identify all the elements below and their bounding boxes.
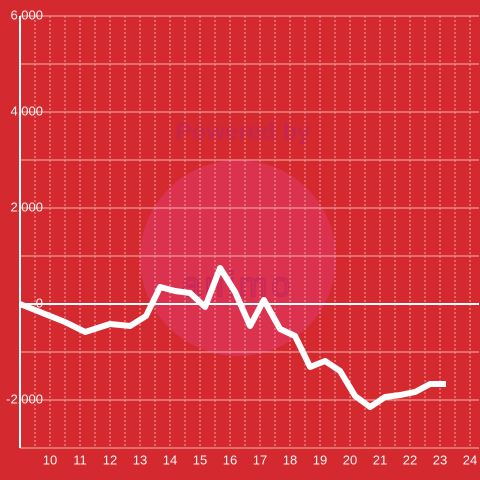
y-tick-label: 0 [36, 295, 43, 310]
x-tick-label: 10 [43, 452, 57, 467]
x-tick-label: 20 [343, 452, 357, 467]
x-tick-label: 11 [73, 452, 87, 467]
x-tick-label: 12 [103, 452, 117, 467]
y-tick-label: 2,000 [10, 199, 43, 214]
x-tick-label: 14 [163, 452, 177, 467]
x-tick-label: 24 [463, 452, 477, 467]
line [18, 265, 446, 411]
x-tick-label: 17 [253, 452, 267, 467]
x-tick-label: 23 [433, 452, 447, 467]
x-tick-label: 21 [373, 452, 387, 467]
x-tick-label: 16 [223, 452, 237, 467]
x-tick-label: 13 [133, 452, 147, 467]
y-tick-label: 4,000 [10, 103, 43, 118]
y-tick-label: 6,000 [10, 7, 43, 22]
x-tick-label: 22 [403, 452, 417, 467]
x-tick-label: 19 [313, 452, 327, 467]
y-tick-label: -2,000 [6, 391, 43, 406]
x-tick-label: 18 [283, 452, 297, 467]
watermark-circle [140, 160, 336, 356]
x-tick-label: 15 [193, 452, 207, 467]
watermark-text: Powered by [176, 118, 311, 145]
